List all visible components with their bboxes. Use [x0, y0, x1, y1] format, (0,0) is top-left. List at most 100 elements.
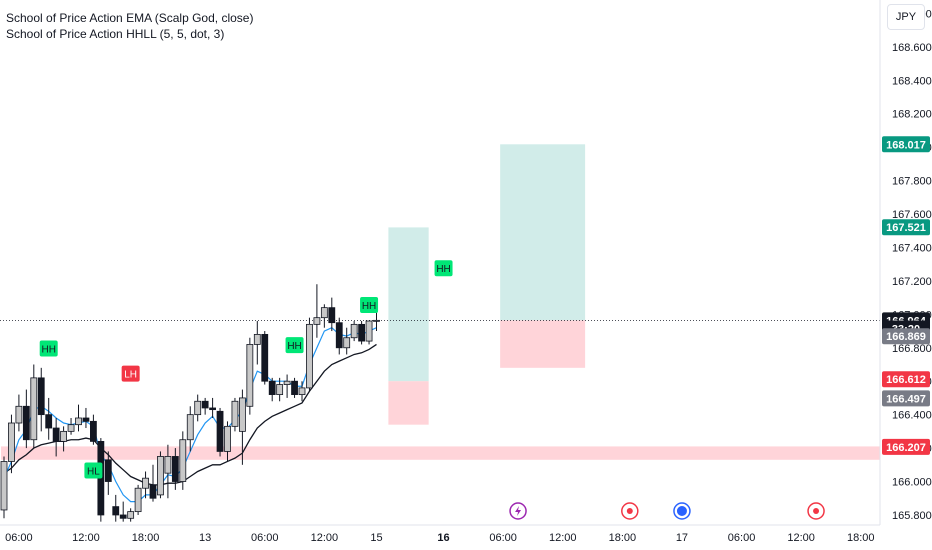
- candle-body[interactable]: [298, 387, 306, 395]
- price-tick-label: 166.800: [892, 343, 932, 355]
- candle-body[interactable]: [45, 414, 53, 429]
- candle-body[interactable]: [8, 422, 15, 462]
- candle-body[interactable]: [246, 344, 254, 407]
- price-tick-label: 168.400: [892, 75, 932, 87]
- candle-body[interactable]: [119, 514, 127, 519]
- candle-body[interactable]: [283, 380, 291, 385]
- price-axis-badge-label: 167.521: [886, 222, 926, 234]
- hhll-label-box: [84, 462, 103, 479]
- profit-zone: [388, 227, 429, 382]
- candle-body[interactable]: [82, 417, 90, 422]
- candle-body[interactable]: [186, 414, 194, 441]
- candle-body[interactable]: [15, 405, 23, 424]
- candle-body[interactable]: [104, 459, 112, 482]
- candle-body[interactable]: [335, 322, 343, 349]
- target-dot: [813, 508, 820, 514]
- lightning-glyph: [515, 506, 522, 516]
- price-axis-badge-label: 168.017: [886, 139, 926, 151]
- price-axis-badge-label: 166.207: [886, 442, 926, 454]
- time-tick-label: 12:00: [311, 532, 339, 544]
- hhll-label: HL: [87, 466, 100, 477]
- currency-button[interactable]: JPY: [887, 4, 925, 30]
- price-tick-label: 165.800: [892, 510, 932, 522]
- candle-body[interactable]: [231, 400, 239, 427]
- price-axis-badge: [882, 371, 930, 388]
- time-tick-label: 13: [199, 532, 211, 544]
- time-tick-label: 16: [437, 532, 449, 544]
- candle-body[interactable]: [157, 456, 164, 496]
- candle-body[interactable]: [90, 420, 97, 442]
- time-tick-label: 06:00: [489, 532, 517, 544]
- time-tick-label: 06:00: [728, 532, 756, 544]
- hhll-label-box: [360, 297, 379, 314]
- candle-body[interactable]: [238, 397, 246, 432]
- price-axis-badge: [882, 328, 930, 345]
- candle-body[interactable]: [75, 417, 82, 426]
- candle-body[interactable]: [350, 323, 358, 339]
- loss-zone: [500, 320, 586, 368]
- candle-body[interactable]: [30, 377, 38, 441]
- candle-body[interactable]: [171, 456, 179, 482]
- time-tick-label: 06:00: [5, 532, 33, 544]
- price-axis-badge-label: 166.612: [886, 374, 926, 386]
- candle-body[interactable]: [201, 400, 209, 409]
- time-tick-label: 12:00: [72, 532, 100, 544]
- time-tick-label: 18:00: [847, 532, 875, 544]
- legend-ema-line[interactable]: School of Price Action EMA (Scalp God, c…: [6, 11, 254, 25]
- candle-body[interactable]: [216, 410, 224, 452]
- candle-body[interactable]: [276, 384, 284, 395]
- price-tick-label: 166.400: [892, 410, 932, 422]
- hhll-label: HH: [436, 264, 450, 275]
- candle-body[interactable]: [306, 323, 313, 389]
- candle-body[interactable]: [328, 307, 336, 324]
- candle-body[interactable]: [52, 427, 60, 442]
- hhll-label-box: [121, 365, 140, 382]
- candle-body[interactable]: [261, 333, 269, 382]
- time-tick-label: 15: [370, 532, 382, 544]
- hhll-label-box: [39, 340, 58, 357]
- target-dot: [626, 508, 633, 514]
- time-tick-label: 12:00: [787, 532, 815, 544]
- candle-body[interactable]: [179, 439, 187, 482]
- candle-body[interactable]: [313, 317, 321, 325]
- candle-body[interactable]: [164, 456, 172, 474]
- candle-body[interactable]: [22, 405, 30, 441]
- candle-body[interactable]: [149, 484, 157, 499]
- candle-body[interactable]: [134, 487, 142, 513]
- price-tick-label: 167.800: [892, 176, 932, 188]
- hhll-label: LH: [124, 370, 137, 381]
- time-tick-label: 18:00: [132, 532, 160, 544]
- globe-dot: [676, 506, 687, 516]
- indicator-legend: School of Price Action EMA (Scalp God, c…: [6, 10, 253, 42]
- candle-body[interactable]: [67, 424, 75, 432]
- candle-body[interactable]: [358, 323, 366, 342]
- loss-zone: [1, 446, 880, 460]
- candle-body[interactable]: [373, 319, 380, 322]
- price-axis-badge-label: 166.497: [886, 393, 926, 405]
- price-axis-badge: [882, 438, 930, 455]
- candle-body[interactable]: [60, 430, 67, 442]
- candle-body[interactable]: [253, 333, 261, 345]
- price-tick-label: 168.600: [892, 42, 932, 54]
- candle-body[interactable]: [268, 380, 276, 395]
- hhll-label-box: [434, 260, 453, 277]
- candle-body[interactable]: [209, 407, 217, 411]
- candle-body[interactable]: [194, 400, 202, 416]
- candle-body[interactable]: [0, 461, 8, 511]
- price-tick-label: 166.000: [892, 477, 932, 489]
- candle-body[interactable]: [320, 307, 328, 319]
- candle-body[interactable]: [224, 425, 231, 452]
- legend-hhll-line[interactable]: School of Price Action HHLL (5, 5, dot, …: [6, 27, 225, 41]
- candle-body[interactable]: [112, 506, 120, 516]
- candle-body[interactable]: [365, 320, 373, 342]
- candle-body[interactable]: [343, 337, 351, 349]
- candle-body[interactable]: [291, 380, 298, 395]
- candle-body[interactable]: [142, 477, 149, 489]
- candle-body[interactable]: [127, 511, 135, 519]
- price-tick-label: 167.400: [892, 242, 932, 254]
- hhll-label: HH: [41, 344, 55, 355]
- loss-zone: [388, 381, 429, 425]
- candle-body[interactable]: [37, 377, 45, 416]
- price-axis-badge-label: 166.869: [886, 331, 926, 343]
